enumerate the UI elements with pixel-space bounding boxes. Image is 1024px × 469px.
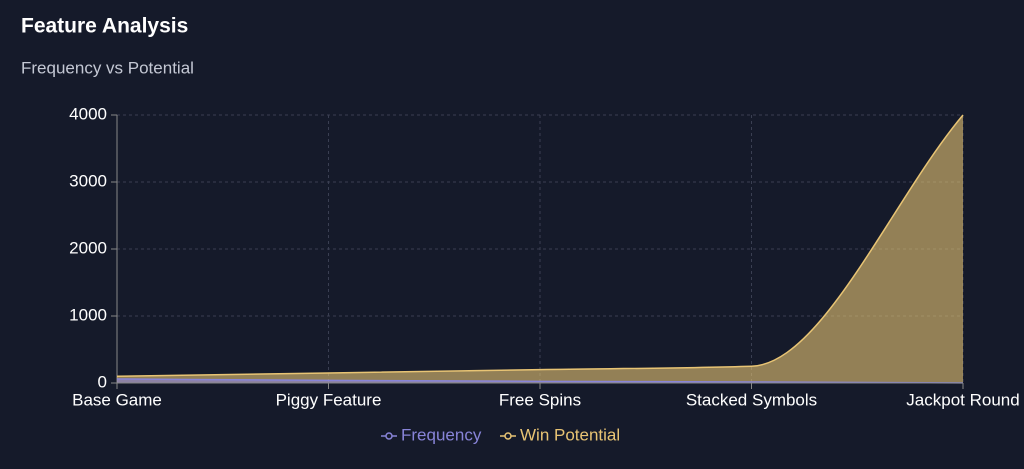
x-tick-label: Free Spins [499, 390, 581, 409]
y-tick-label: 0 [98, 372, 107, 391]
line [116, 114, 964, 378]
line [116, 378, 964, 384]
subtitle: Frequency vs Potential [21, 58, 194, 77]
y-tick-label: 1000 [69, 305, 107, 324]
x-tick-label: Stacked Symbols [686, 390, 817, 409]
legend-label: Frequency [401, 425, 482, 444]
y-tick-label: 3000 [69, 171, 107, 190]
x-tick-label: Jackpot Round [906, 390, 1019, 409]
area [117, 115, 963, 383]
y-tick-label: 2000 [69, 238, 107, 257]
title: Feature Analysis [21, 15, 188, 38]
x-tick-label: Base Game [72, 390, 162, 409]
y-tick-label: 4000 [69, 104, 107, 123]
legend-label: Win Potential [520, 425, 620, 444]
x-tick-label: Piggy Feature [276, 390, 382, 409]
legend-icon [504, 432, 512, 440]
legend-icon [385, 432, 393, 440]
